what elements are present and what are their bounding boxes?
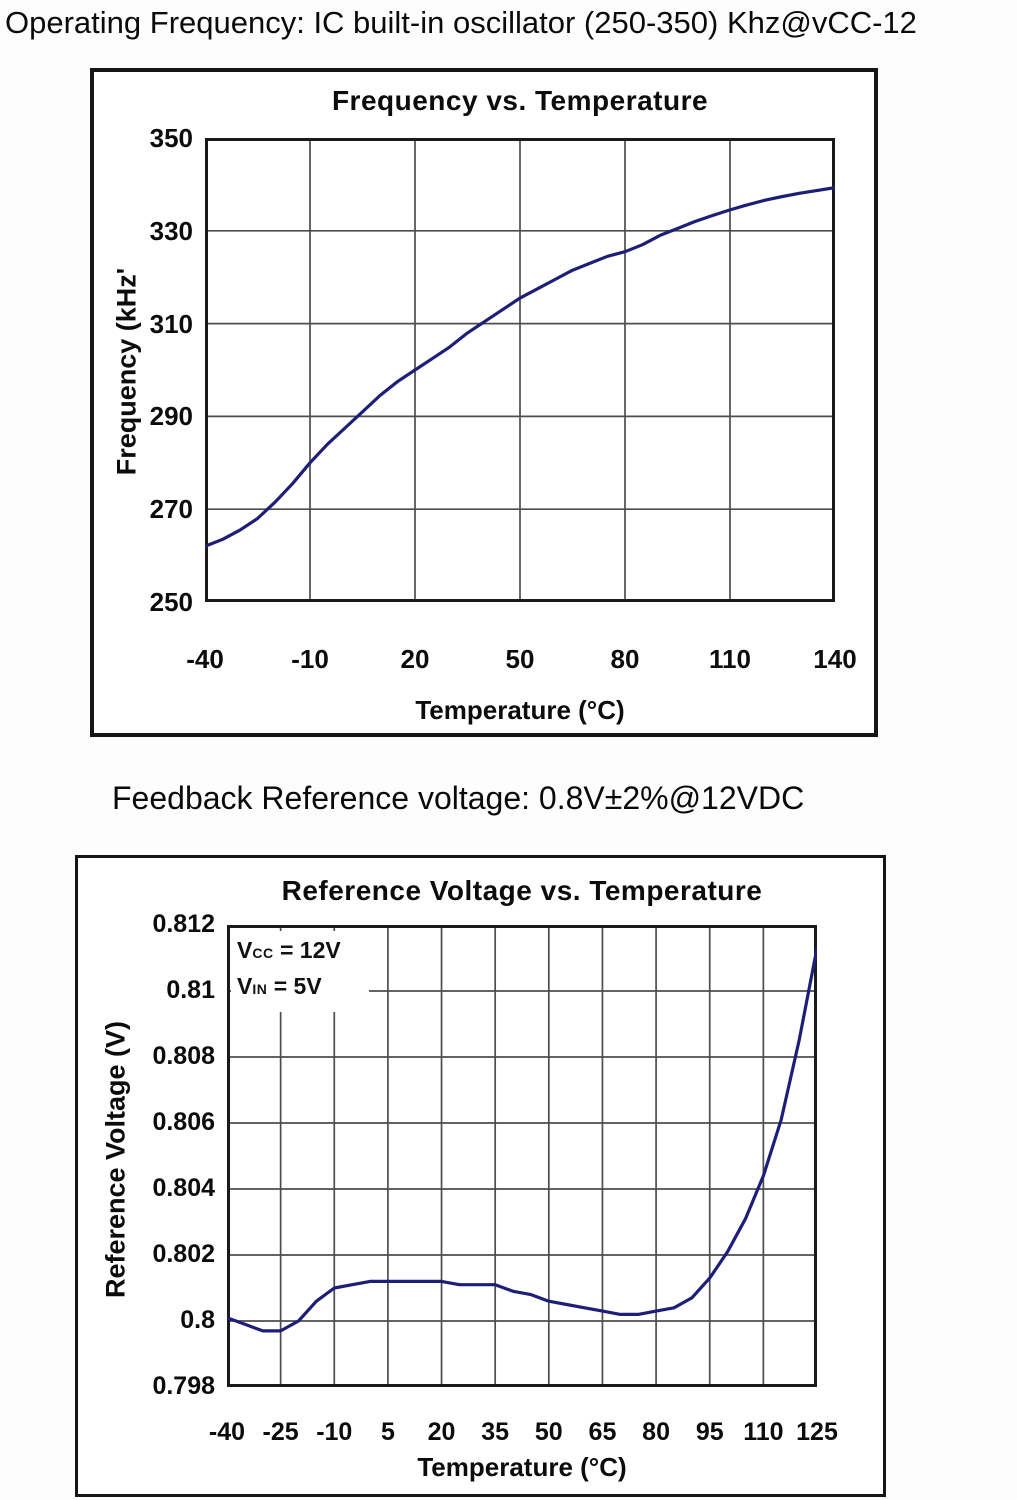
x-tick-label: -40: [208, 1418, 246, 1446]
x-tick-label: 110: [709, 644, 751, 674]
vin-condition: VIN = 5V: [237, 970, 341, 1006]
y-tick-label: 0.8: [180, 1306, 215, 1334]
vin-subscript: IN: [252, 981, 268, 997]
y-tick-label: 270: [149, 494, 193, 525]
x-tick-label: -25: [262, 1418, 299, 1446]
y-tick-label: 0.81: [166, 976, 215, 1004]
reference-voltage-curve: [225, 946, 819, 1333]
x-tick-label: 65: [588, 1418, 617, 1446]
reference-voltage-x-axis-title: Temperature (°C): [417, 1452, 627, 1482]
vcc-symbol: V: [237, 937, 253, 963]
x-tick-label: 50: [534, 1418, 563, 1446]
x-tick-label: -40: [186, 644, 224, 674]
feedback-reference-note: Feedback Reference voltage: 0.8V±2%@12VD…: [112, 780, 805, 816]
frequency-plot-area: [203, 138, 837, 602]
x-tick-label: 80: [642, 1418, 670, 1446]
test-conditions-legend: VCC = 12V VIN = 5V: [231, 931, 369, 1012]
reference-voltage-chart-title: Reference Voltage vs. Temperature: [281, 875, 763, 906]
frequency-chart-box: Frequency vs. Temperature Frequency (kHz…: [90, 68, 878, 737]
frequency-chart-title: Frequency vs. Temperature: [331, 85, 709, 116]
x-tick-label: -10: [316, 1418, 353, 1446]
reference-voltage-y-axis-title: Reference Voltage (V): [100, 1020, 131, 1299]
x-tick-label: 110: [743, 1418, 784, 1446]
y-tick-label: 0.802: [152, 1240, 215, 1268]
vcc-condition: VCC = 12V: [237, 934, 341, 970]
x-tick-label: -10: [291, 644, 329, 674]
y-tick-label: 0.806: [152, 1108, 215, 1136]
y-tick-label: 0.804: [152, 1174, 215, 1202]
y-tick-label: 0.798: [152, 1372, 215, 1400]
plot-frame: [227, 925, 817, 1387]
x-tick-label: 140: [813, 644, 857, 674]
vin-value: = 5V: [267, 973, 322, 999]
reference-voltage-chart-box: Reference Voltage vs. Temperature Refere…: [75, 855, 886, 1497]
x-tick-label: 95: [695, 1418, 724, 1446]
vin-symbol: V: [237, 973, 253, 999]
vcc-value: = 12V: [273, 937, 341, 963]
plot-frame: [205, 138, 835, 602]
x-tick-label: 80: [610, 644, 640, 674]
x-tick-label: 125: [796, 1418, 838, 1446]
oscillator-frequency-curve: [203, 186, 837, 548]
y-tick-label: 250: [149, 587, 193, 617]
frequency-y-axis-title: Frequency (kHz': [111, 267, 142, 476]
x-tick-label: 20: [400, 644, 430, 674]
y-tick-label: 310: [149, 308, 193, 339]
gridlines: [205, 138, 835, 602]
operating-frequency-note: Operating Frequency: IC built-in oscilla…: [5, 5, 917, 40]
x-tick-label: 35: [481, 1418, 510, 1446]
frequency-vs-temperature-svg: [203, 138, 837, 602]
y-tick-label: 0.808: [152, 1042, 215, 1070]
x-tick-label: 20: [427, 1418, 456, 1446]
x-tick-label: 5: [380, 1418, 395, 1446]
vcc-subscript: CC: [252, 945, 274, 961]
y-tick-label: 0.812: [152, 910, 215, 938]
y-tick-label: 290: [149, 401, 193, 432]
x-tick-label: 50: [505, 644, 535, 674]
frequency-x-axis-title: Temperature (°C): [415, 695, 625, 725]
y-tick-label: 330: [149, 215, 193, 246]
y-tick-label: 350: [149, 123, 193, 153]
